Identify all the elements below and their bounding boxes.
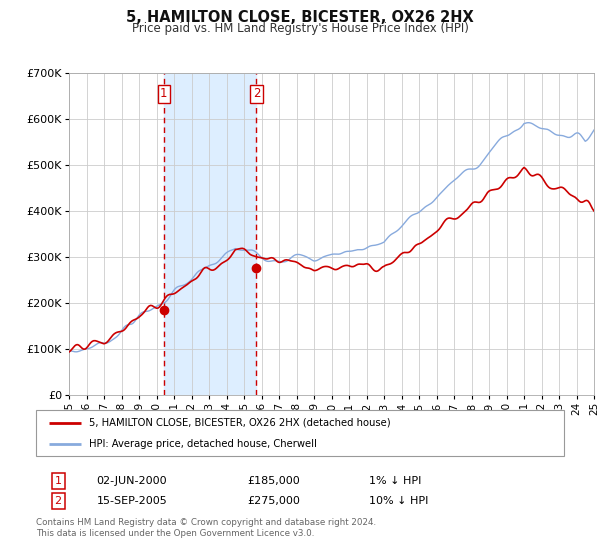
Text: 02-JUN-2000: 02-JUN-2000 bbox=[97, 475, 167, 486]
Text: 1% ↓ HPI: 1% ↓ HPI bbox=[368, 475, 421, 486]
Text: £275,000: £275,000 bbox=[247, 496, 300, 506]
Text: 1: 1 bbox=[55, 475, 62, 486]
FancyBboxPatch shape bbox=[36, 410, 564, 456]
Text: 15-SEP-2005: 15-SEP-2005 bbox=[97, 496, 167, 506]
Text: £185,000: £185,000 bbox=[247, 475, 300, 486]
Text: Price paid vs. HM Land Registry's House Price Index (HPI): Price paid vs. HM Land Registry's House … bbox=[131, 22, 469, 35]
Text: 2: 2 bbox=[253, 87, 260, 100]
Text: 5, HAMILTON CLOSE, BICESTER, OX26 2HX: 5, HAMILTON CLOSE, BICESTER, OX26 2HX bbox=[126, 10, 474, 25]
Text: HPI: Average price, detached house, Cherwell: HPI: Average price, detached house, Cher… bbox=[89, 439, 317, 449]
Bar bbox=[164, 73, 256, 395]
Text: 10% ↓ HPI: 10% ↓ HPI bbox=[368, 496, 428, 506]
Text: Contains HM Land Registry data © Crown copyright and database right 2024.: Contains HM Land Registry data © Crown c… bbox=[36, 519, 376, 528]
Text: 1: 1 bbox=[160, 87, 167, 100]
Text: This data is licensed under the Open Government Licence v3.0.: This data is licensed under the Open Gov… bbox=[36, 529, 314, 538]
Text: 2: 2 bbox=[55, 496, 62, 506]
Text: 5, HAMILTON CLOSE, BICESTER, OX26 2HX (detached house): 5, HAMILTON CLOSE, BICESTER, OX26 2HX (d… bbox=[89, 418, 391, 428]
